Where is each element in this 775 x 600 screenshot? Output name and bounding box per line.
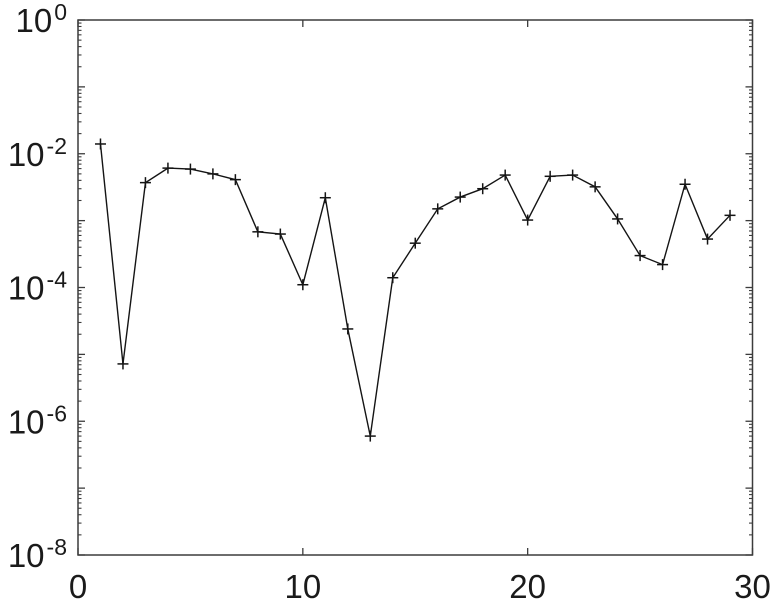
data-line [99, 143, 731, 437]
y-axis-ticks [78, 19, 753, 556]
x-tick-label: 0 [69, 568, 87, 600]
data-series [99, 143, 731, 437]
x-tick-label: 20 [509, 568, 546, 600]
y-tick-label: 10-6 [8, 400, 67, 440]
x-tick-label: 30 [734, 568, 771, 600]
y-tick-label: 10-8 [8, 534, 67, 574]
axes [77, 19, 754, 556]
data-markers [94, 138, 736, 442]
x-axis-ticks [77, 20, 754, 555]
y-tick-label: 10-2 [8, 133, 67, 173]
y-tick-label: 100 [15, 0, 67, 39]
x-tick-labels: 0 10 20 30 [69, 568, 771, 600]
x-tick-label: 10 [284, 568, 321, 600]
plot-box [77, 19, 754, 556]
y-tick-labels: 100 10-2 10-4 10-6 10-8 [8, 0, 67, 574]
y-tick-label: 10-4 [8, 267, 67, 307]
